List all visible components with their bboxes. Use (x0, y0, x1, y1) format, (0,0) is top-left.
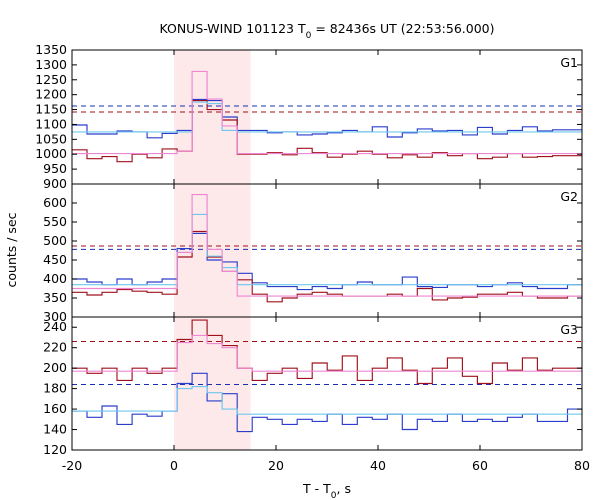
chart-title: KONUS-WIND 101123 T0 = 82436s UT (22:53:… (159, 21, 494, 41)
x-tick-label-20: 20 (268, 458, 284, 473)
highlight-interval-g1 (174, 50, 251, 184)
step-curve-g3-4 (72, 334, 582, 372)
y-tick-label-g2-600: 600 (43, 195, 67, 210)
y-tick-label-g1-1050: 1050 (35, 131, 67, 146)
chart-title-rest: = 82436s UT (22:53:56.000) (311, 21, 494, 36)
step-curve-g2-2 (72, 230, 582, 303)
step-curve-g1-3 (72, 101, 582, 133)
y-tick-label-g3-140: 140 (43, 422, 67, 437)
chart-title-main: KONUS-WIND 101123 T (159, 21, 305, 36)
panel-label-g3: G3 (560, 322, 578, 337)
y-tick-label-g3-180: 180 (43, 381, 67, 396)
y-tick-label-g2-400: 400 (43, 271, 67, 286)
x-tick-label--20: -20 (62, 458, 82, 473)
y-tick-label-g1-1350: 1350 (35, 42, 67, 57)
y-tick-label-g1-900: 900 (43, 176, 67, 191)
y-tick-label-g1-1250: 1250 (35, 72, 67, 87)
x-tick-label-80: 80 (574, 458, 590, 473)
panel-g2: 300 350 400 450 500 550 600 G2 (43, 183, 583, 324)
step-curve-g1-1 (72, 98, 582, 139)
y-tick-label-g1-1100: 1100 (35, 116, 67, 131)
step-curve-g2-3 (72, 213, 582, 286)
step-curve-g3-2 (72, 319, 582, 385)
y-tick-label-g1-1300: 1300 (35, 57, 67, 72)
step-curve-g2-1 (72, 232, 582, 291)
y-tick-label-g3-160: 160 (43, 401, 67, 416)
x-tick-label-0: 0 (170, 458, 178, 473)
x-axis-label-main: T - T (302, 481, 331, 496)
panel-frame-g2 (71, 183, 583, 318)
y-axis-label: counts / sec (4, 212, 19, 287)
y-tick-label-g3-200: 200 (43, 360, 67, 375)
y-tick-label-g2-300: 300 (43, 309, 67, 324)
panel-frame-g1 (71, 49, 583, 185)
step-curve-g3-3 (72, 386, 582, 415)
y-tick-label-g1-1200: 1200 (35, 87, 67, 102)
y-tick-label-g2-450: 450 (43, 252, 67, 267)
panel-frame-g3 (71, 316, 583, 451)
chart-title-subscript: 0 (306, 31, 312, 41)
step-curve-g1-4 (72, 70, 582, 155)
x-axis-label: T - T0, s (302, 481, 351, 500)
panel-label-g2: G2 (560, 189, 578, 204)
highlight-interval-g2 (174, 184, 251, 317)
y-tick-label-g1-1150: 1150 (35, 102, 67, 117)
y-tick-label-g2-500: 500 (43, 233, 67, 248)
y-tick-label-g3-120: 120 (43, 442, 67, 457)
y-tick-label-g2-350: 350 (43, 290, 67, 305)
x-axis-label-rest: , s (337, 481, 351, 496)
y-tick-label-g3-240: 240 (43, 319, 67, 334)
panel-label-g1: G1 (560, 55, 578, 70)
y-tick-label-g2-550: 550 (43, 214, 67, 229)
x-tick-label-60: 60 (472, 458, 488, 473)
y-tick-label-g1-1000: 1000 (35, 146, 67, 161)
step-curve-g2-4 (72, 194, 582, 297)
step-curve-g3-1 (72, 372, 582, 433)
x-axis-label-subscript: 0 (331, 491, 337, 500)
step-curve-g1-2 (72, 100, 582, 163)
panel-g3: 120 140 160 180 200 220 240 G3 (43, 316, 583, 457)
y-tick-label-g1-950: 950 (43, 161, 67, 176)
x-tick-label-40: 40 (370, 458, 386, 473)
y-tick-label-g3-220: 220 (43, 340, 67, 355)
x-axis: -20 0 20 40 60 80 (62, 458, 590, 473)
